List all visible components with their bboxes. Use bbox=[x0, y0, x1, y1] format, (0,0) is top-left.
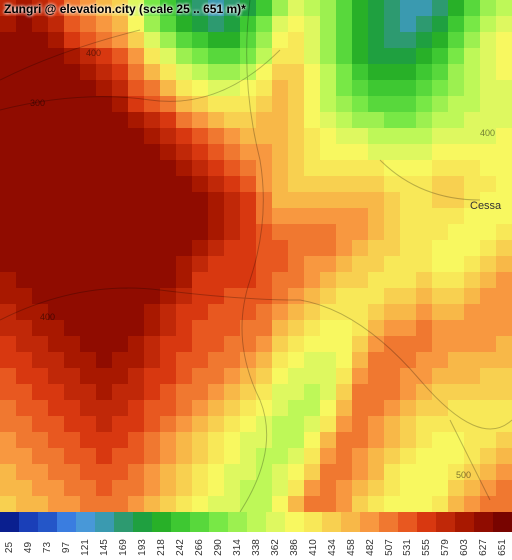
contour-overlay bbox=[0, 0, 512, 512]
legend-value: 531 bbox=[402, 539, 413, 556]
legend-item: 49 bbox=[19, 512, 38, 560]
legend-item: 386 bbox=[285, 512, 304, 560]
legend-swatch bbox=[474, 512, 493, 532]
legend-swatch bbox=[152, 512, 171, 532]
legend-value: 218 bbox=[156, 539, 167, 556]
legend-value: 579 bbox=[440, 539, 451, 556]
legend-value: 555 bbox=[421, 539, 432, 556]
legend-swatch bbox=[360, 512, 379, 532]
legend-item: 627 bbox=[474, 512, 493, 560]
legend-item: 531 bbox=[398, 512, 417, 560]
legend-swatch bbox=[171, 512, 190, 532]
legend-item: 555 bbox=[417, 512, 436, 560]
legend-swatch bbox=[19, 512, 38, 532]
legend-item: 482 bbox=[360, 512, 379, 560]
legend-value: 603 bbox=[459, 539, 470, 556]
legend-value: 145 bbox=[99, 539, 110, 556]
legend-value: 458 bbox=[345, 539, 356, 556]
legend-value: 362 bbox=[270, 539, 281, 556]
legend-value: 73 bbox=[42, 542, 53, 553]
legend-item: 410 bbox=[304, 512, 323, 560]
legend-value: 266 bbox=[194, 539, 205, 556]
legend-swatch bbox=[417, 512, 436, 532]
legend-item: 338 bbox=[247, 512, 266, 560]
legend-swatch bbox=[493, 512, 512, 532]
legend-value: 25 bbox=[4, 542, 15, 553]
legend-item: 266 bbox=[190, 512, 209, 560]
legend-value: 434 bbox=[326, 539, 337, 556]
legend-swatch bbox=[341, 512, 360, 532]
legend-swatch bbox=[0, 512, 19, 532]
contour-label: 400 bbox=[86, 48, 101, 58]
map-title: Zungri @ elevation.city (scale 25 .. 651… bbox=[4, 2, 246, 16]
legend-swatch bbox=[285, 512, 304, 532]
legend-swatch bbox=[114, 512, 133, 532]
legend-value: 49 bbox=[23, 542, 34, 553]
legend-swatch bbox=[209, 512, 228, 532]
legend-swatch bbox=[76, 512, 95, 532]
contour-label: 400 bbox=[40, 312, 55, 322]
legend-value: 507 bbox=[383, 539, 394, 556]
legend-item: 242 bbox=[171, 512, 190, 560]
legend-value: 193 bbox=[137, 539, 148, 556]
legend-item: 314 bbox=[228, 512, 247, 560]
legend-item: 603 bbox=[455, 512, 474, 560]
legend-value: 627 bbox=[478, 539, 489, 556]
legend-item: 507 bbox=[379, 512, 398, 560]
legend-item: 458 bbox=[341, 512, 360, 560]
legend-value: 97 bbox=[61, 542, 72, 553]
legend-value: 386 bbox=[289, 539, 300, 556]
legend-swatch bbox=[228, 512, 247, 532]
legend-swatch bbox=[190, 512, 209, 532]
legend-item: 434 bbox=[322, 512, 341, 560]
legend-item: 290 bbox=[209, 512, 228, 560]
legend-swatch bbox=[38, 512, 57, 532]
legend-swatch bbox=[322, 512, 341, 532]
legend-swatch bbox=[398, 512, 417, 532]
legend-item: 97 bbox=[57, 512, 76, 560]
legend-value: 338 bbox=[251, 539, 262, 556]
legend-swatch bbox=[455, 512, 474, 532]
legend-swatch bbox=[95, 512, 114, 532]
contour-label: 500 bbox=[456, 470, 471, 480]
contour-label: 300 bbox=[30, 98, 45, 108]
legend-swatch bbox=[379, 512, 398, 532]
place-label: Cessa bbox=[470, 200, 501, 212]
legend-value: 169 bbox=[118, 539, 129, 556]
legend-value: 242 bbox=[175, 539, 186, 556]
legend-item: 362 bbox=[266, 512, 285, 560]
legend-item: 145 bbox=[95, 512, 114, 560]
legend-value: 121 bbox=[80, 539, 91, 556]
legend-swatch bbox=[133, 512, 152, 532]
legend-item: 651 bbox=[493, 512, 512, 560]
legend-value: 290 bbox=[213, 539, 224, 556]
legend-swatch bbox=[266, 512, 285, 532]
legend-item: 193 bbox=[133, 512, 152, 560]
legend-item: 25 bbox=[0, 512, 19, 560]
legend-swatch bbox=[304, 512, 323, 532]
legend-swatch bbox=[436, 512, 455, 532]
legend-value: 651 bbox=[497, 539, 508, 556]
legend-item: 169 bbox=[114, 512, 133, 560]
legend-item: 579 bbox=[436, 512, 455, 560]
legend-item: 218 bbox=[152, 512, 171, 560]
legend-swatch bbox=[57, 512, 76, 532]
legend-item: 121 bbox=[76, 512, 95, 560]
legend-item: 73 bbox=[38, 512, 57, 560]
elevation-map: 300 400 400 500 400 Cessa bbox=[0, 0, 512, 512]
contour-label: 400 bbox=[480, 128, 495, 138]
legend-value: 482 bbox=[364, 539, 375, 556]
legend-value: 314 bbox=[232, 539, 243, 556]
color-legend: 25 49 73 97 121 145 169 193 218 242 266 290 314 338 36… bbox=[0, 512, 512, 560]
legend-value: 410 bbox=[307, 539, 318, 556]
legend-swatch bbox=[247, 512, 266, 532]
